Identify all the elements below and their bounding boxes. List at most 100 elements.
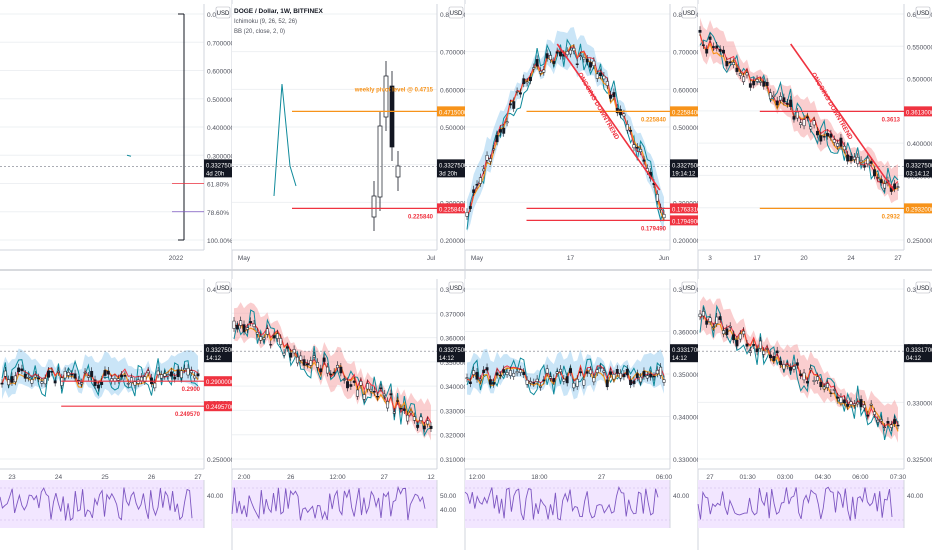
currency-tag-label: USD [683, 11, 696, 17]
candle [758, 80, 762, 83]
candle [879, 419, 883, 422]
orange-line [699, 33, 899, 193]
price-level-tag[interactable] [437, 203, 465, 214]
last-price-tag[interactable] [670, 159, 698, 178]
candle [495, 135, 499, 143]
last-price-tag[interactable] [204, 344, 232, 363]
candle [745, 343, 749, 347]
candle [402, 408, 406, 411]
price-level-tag[interactable] [904, 106, 932, 117]
price-level-tag[interactable] [437, 106, 465, 117]
teal-line [699, 304, 899, 441]
candle [336, 364, 339, 369]
ichimoku-cloud [467, 348, 664, 400]
candle [896, 424, 900, 427]
rsi-panel[interactable] [698, 480, 904, 528]
price-level-tag[interactable] [204, 401, 232, 412]
candle [711, 326, 715, 328]
candle [728, 61, 732, 64]
candle [829, 133, 833, 138]
candle [332, 371, 336, 374]
candle [609, 94, 613, 99]
candle [316, 362, 319, 368]
candle [826, 133, 829, 137]
candle [795, 362, 799, 366]
candle [133, 381, 137, 386]
last-price-tag[interactable] [670, 344, 698, 363]
price-level-tag[interactable] [670, 203, 698, 214]
candle [599, 72, 603, 77]
candle [555, 371, 559, 374]
candle [846, 154, 850, 162]
price-level-tag[interactable] [904, 203, 932, 214]
last-price-value: 0.3327500 [439, 163, 468, 169]
price-level-tag[interactable] [670, 106, 698, 117]
chart-panel-6[interactable]: 0.38000000.37000000.36000000.35000000.34… [231, 279, 471, 528]
currency-tag[interactable] [681, 281, 697, 294]
red-line [466, 45, 665, 218]
chart-panel-1[interactable]: 0.00%0.70000000.60000000.50000000.400000… [0, 4, 238, 262]
price-level-tag[interactable] [670, 215, 698, 226]
candle [80, 382, 84, 385]
chart-panel-7[interactable]: 0.37000000.36000000.35000000.34000000.33… [464, 279, 704, 528]
currency-tag[interactable] [915, 281, 931, 294]
candle [20, 368, 24, 372]
candle [779, 360, 782, 365]
currency-tag[interactable] [215, 281, 231, 294]
currency-tag[interactable] [915, 6, 931, 19]
last-price-countdown: 3d 20h [439, 171, 457, 177]
candle [735, 339, 739, 347]
last-price-countdown: 04:12 [906, 356, 922, 362]
candle [173, 376, 177, 380]
last-price-tag[interactable] [904, 159, 932, 178]
candle [468, 381, 472, 384]
currency-tag-label: USD [450, 11, 463, 17]
last-price-tag[interactable] [437, 159, 465, 178]
candle [275, 333, 279, 339]
candle [63, 371, 67, 379]
currency-tag[interactable] [448, 6, 464, 19]
chart-panel-4[interactable]: 0.60000000.55000000.50000000.45000000.40… [698, 4, 932, 262]
candle [718, 316, 722, 320]
candle [873, 411, 876, 415]
currency-tag[interactable] [681, 6, 697, 19]
candle [508, 370, 512, 376]
price-level-value: 0.2900000 [206, 380, 235, 386]
last-price-tag[interactable] [437, 344, 465, 363]
candle [518, 92, 522, 95]
rsi-panel[interactable] [0, 480, 204, 528]
candle [309, 360, 313, 366]
chart-panel-2[interactable]: 0.80000000.70000000.60000000.50000000.40… [232, 4, 471, 262]
chart-panel-5[interactable]: 0.40000000.35000000.30000000.2500000USD2… [0, 279, 238, 528]
candle [502, 369, 506, 373]
currency-tag[interactable] [448, 281, 464, 294]
candle [252, 323, 256, 327]
candle [585, 58, 589, 63]
x-tick-label: 24 [847, 255, 855, 262]
candle [752, 81, 756, 86]
candle [612, 92, 616, 98]
teal-line [273, 83, 297, 197]
candle [599, 367, 603, 369]
candle [705, 320, 709, 325]
currency-tag[interactable] [215, 6, 231, 19]
candle [565, 51, 569, 56]
candle [866, 414, 870, 417]
candle [426, 420, 430, 425]
candle [856, 156, 860, 165]
candle [23, 373, 27, 379]
last-price-tag[interactable] [904, 344, 932, 363]
last-price-tag[interactable] [204, 159, 232, 178]
candle [339, 366, 343, 374]
candle [602, 75, 606, 80]
chart-panel-8[interactable]: 0.35000000.34000000.33000000.3250000USD2… [697, 279, 932, 528]
candle [639, 149, 643, 152]
chart-panel-3[interactable]: 0.80000000.70000000.60000000.50000000.40… [465, 4, 704, 262]
candle [622, 113, 626, 117]
rsi-panel[interactable] [232, 480, 437, 528]
rsi-panel[interactable] [465, 480, 670, 528]
candle [752, 344, 756, 346]
price-level-tag[interactable] [204, 376, 232, 387]
candle [179, 370, 183, 379]
rsi-line [464, 485, 659, 521]
